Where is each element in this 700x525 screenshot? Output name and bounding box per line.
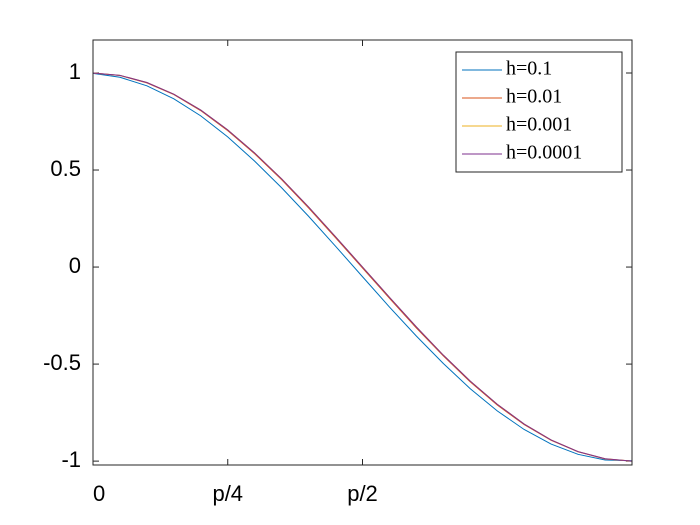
x-tick-label: p/2 [347, 481, 378, 506]
legend-box [455, 51, 623, 173]
y-tick-label: 0.5 [50, 156, 81, 181]
x-tick-label: p/4 [212, 481, 243, 506]
y-tick-label: -1 [61, 447, 81, 472]
legend-label: h=0.1 [506, 58, 552, 80]
legend-label: h=0.0001 [506, 142, 582, 164]
legend: h=0.1 h=0.01 h=0.001 h=0.0001 [455, 51, 623, 173]
line [92, 72, 633, 462]
y-tick-label: 1 [69, 59, 81, 84]
line [92, 72, 633, 462]
legend-label: h=0.001 [506, 114, 572, 136]
x-tick-label: 0 [93, 481, 105, 506]
y-tick-label: 0 [69, 253, 81, 278]
axes-box [92, 39, 633, 466]
y-tick-label: -0.5 [43, 350, 81, 375]
legend-label: h=0.01 [506, 86, 562, 108]
